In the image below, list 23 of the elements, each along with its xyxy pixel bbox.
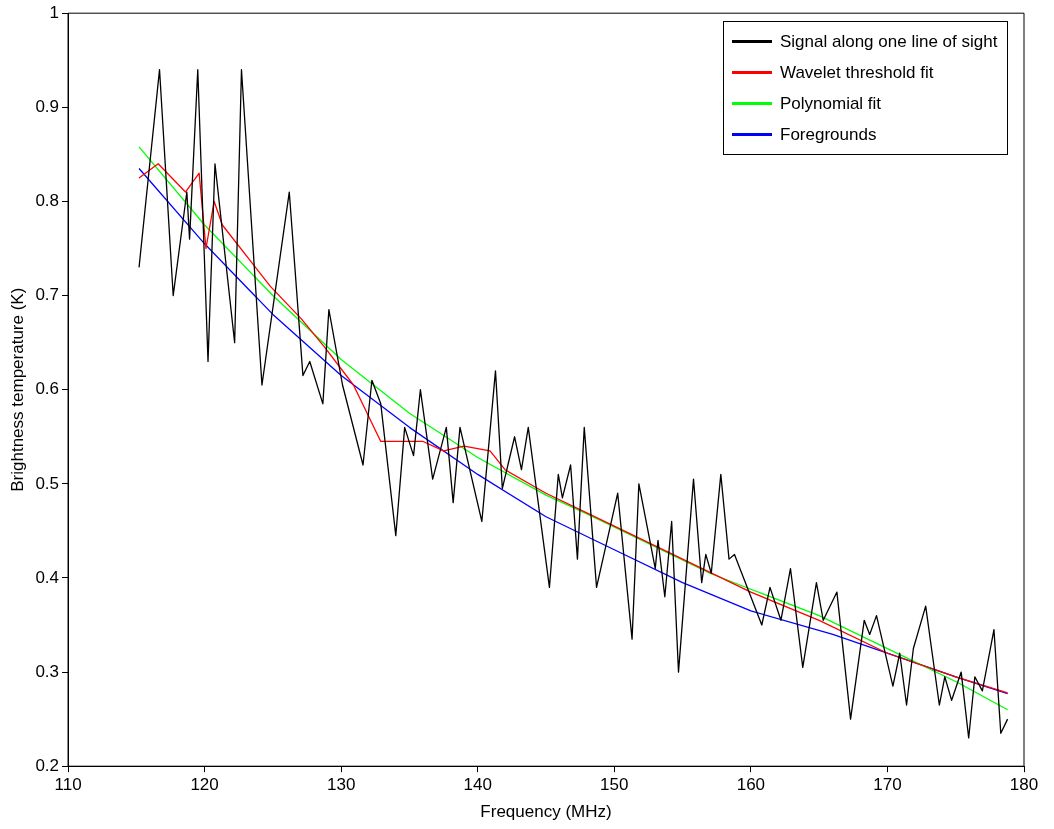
- y-tick-label: 1: [49, 2, 60, 22]
- y-tick-label: 0.8: [35, 191, 60, 211]
- x-tick-label: 140: [463, 775, 492, 795]
- y-tick-label: 0.9: [35, 97, 60, 117]
- x-tick-label: 110: [54, 775, 82, 795]
- y-tick-label: 0.7: [35, 285, 60, 305]
- legend-label: Signal along one line of sight: [780, 31, 998, 52]
- y-tick-label: 0.3: [35, 661, 60, 681]
- x-tick-label: 120: [190, 775, 219, 795]
- x-tick-label: 150: [600, 775, 629, 795]
- x-tick-label: 180: [1009, 775, 1039, 795]
- x-axis-title: Frequency (MHz): [480, 802, 612, 822]
- y-tick-label: 0.6: [35, 379, 60, 399]
- legend-label: Polynomial fit: [780, 93, 882, 114]
- legend-label: Foregrounds: [780, 124, 877, 145]
- y-axis-title: Brightness temperature (K): [7, 287, 27, 492]
- y-tick-label: 0.4: [35, 567, 60, 587]
- x-tick-label: 170: [873, 775, 902, 795]
- x-tick-label: 160: [736, 775, 766, 795]
- x-tick-label: 130: [326, 775, 356, 795]
- y-tick-label: 0.2: [35, 755, 60, 775]
- legend-label: Wavelet threshold fit: [780, 62, 934, 83]
- y-tick-label: 0.5: [35, 473, 60, 493]
